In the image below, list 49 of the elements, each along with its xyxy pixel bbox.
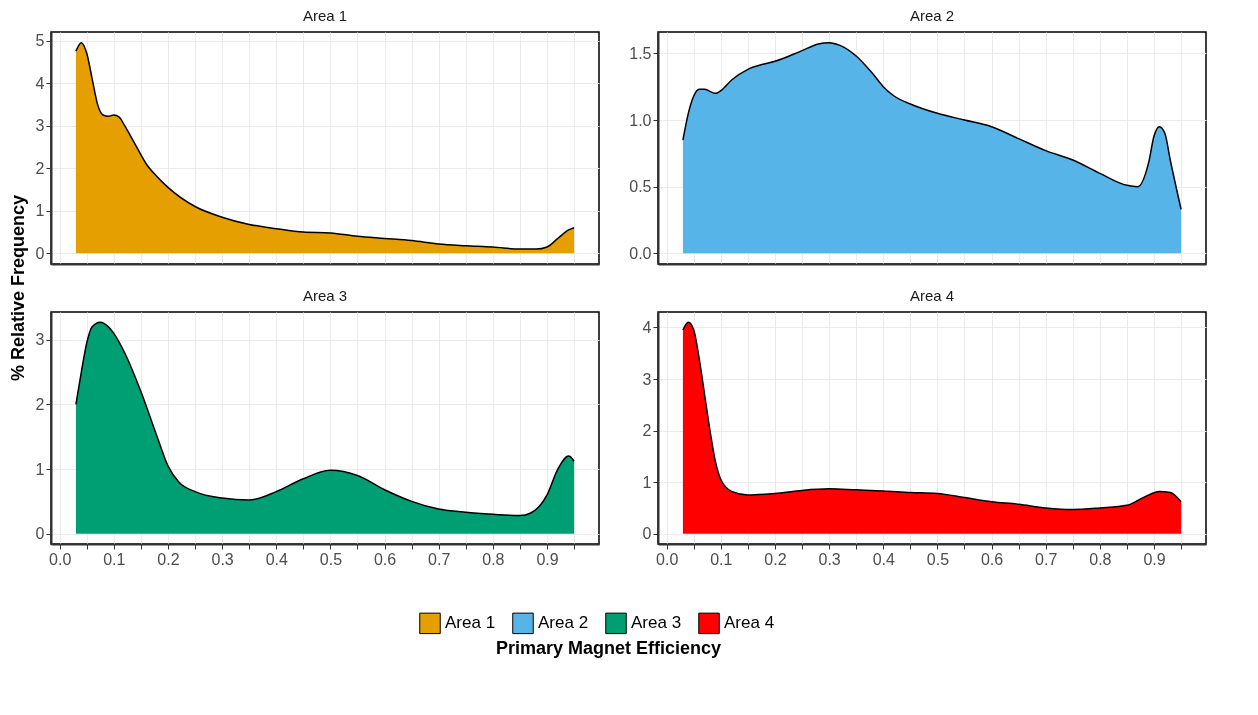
- x-tick-label: 0.4: [265, 550, 288, 568]
- y-tick-label: 0: [642, 525, 652, 543]
- y-tick-label: 5: [35, 32, 45, 50]
- y-tick-label: 0.0: [629, 244, 652, 262]
- y-tick-label: 3: [35, 331, 45, 349]
- x-tick-label: 0.7: [428, 550, 451, 568]
- text: Area 4: [724, 613, 775, 633]
- y-tick-label: 0: [35, 525, 45, 543]
- text: Area 3: [631, 613, 682, 633]
- x-tick-label: 0.4: [872, 550, 895, 568]
- x-tick-label: 0.6: [980, 550, 1004, 568]
- x-tick-label: 0.6: [373, 550, 397, 568]
- y-tick-label: 1: [642, 473, 652, 491]
- y-tick-label: 1.0: [629, 111, 652, 129]
- x-tick-label: 0.8: [1089, 550, 1112, 568]
- x-axis-title: Primary Magnet Efficiency: [496, 638, 722, 658]
- y-tick-label: 2: [35, 395, 45, 413]
- x-tick-label: 0.8: [482, 550, 505, 568]
- x-tick-label: 0.1: [710, 550, 733, 568]
- chart-title: Area 2: [909, 7, 955, 24]
- y-tick-label: 1: [35, 202, 45, 220]
- x-tick-label: 0.3: [818, 550, 841, 568]
- y-tick-label: 3: [35, 117, 45, 135]
- legend-label: Area 1: [445, 613, 496, 633]
- x-tick-label: 0.1: [103, 550, 126, 568]
- text: Area 2: [538, 613, 589, 633]
- y-tick-label: 0.5: [629, 178, 652, 196]
- x-tick-label: 0.9: [536, 550, 559, 568]
- chart-title: Area 3: [302, 287, 348, 304]
- x-tick-label: 0.3: [211, 550, 234, 568]
- x-tick-label: 0.2: [157, 550, 180, 568]
- y-tick-label: 2: [35, 159, 45, 177]
- y-tick-label: 4: [35, 74, 45, 92]
- y-tick-label: 4: [642, 318, 652, 336]
- y-tick-label: 1: [35, 460, 45, 478]
- chart-title: Area 1: [302, 7, 348, 24]
- x-tick-label: 0.5: [319, 550, 343, 568]
- x-tick-label: 0.2: [764, 550, 787, 568]
- x-tick-label: 0.0: [656, 550, 679, 568]
- y-tick-label: 2: [642, 422, 652, 440]
- y-tick-label: 0: [35, 244, 45, 262]
- y-axis-title: % Relative Frequency: [8, 194, 29, 382]
- x-tick-label: 0.0: [49, 550, 72, 568]
- x-tick-label: 0.9: [1143, 550, 1166, 568]
- y-tick-label: 3: [642, 370, 652, 388]
- y-tick-label: 1.5: [629, 44, 652, 62]
- x-tick-label: 0.5: [926, 550, 950, 568]
- chart-title: Area 4: [909, 287, 955, 304]
- x-tick-label: 0.7: [1035, 550, 1058, 568]
